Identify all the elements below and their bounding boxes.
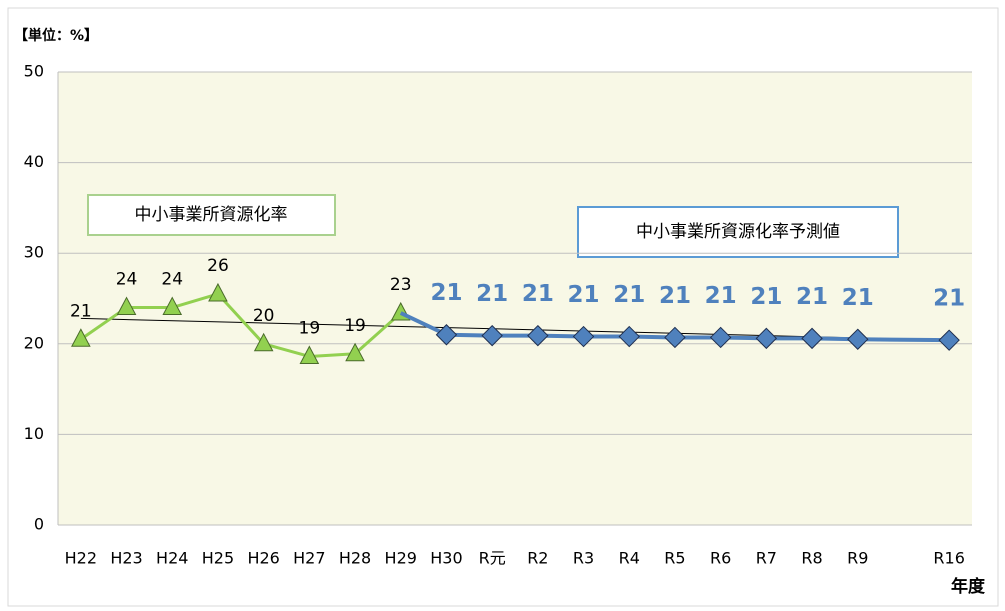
series-line xyxy=(79,292,402,358)
data-label: 21 xyxy=(842,285,874,311)
x-tick-label: R4 xyxy=(619,549,640,568)
marker xyxy=(618,325,640,348)
legend-label: 中小事業所資源化率予測値 xyxy=(636,222,840,242)
legend-box xyxy=(577,206,899,258)
marker xyxy=(664,326,686,349)
marker xyxy=(709,326,732,349)
x-tick-label: H30 xyxy=(430,549,462,568)
x-tick-label: R16 xyxy=(933,549,964,568)
data-label: 21 xyxy=(476,281,508,307)
marker xyxy=(938,329,960,351)
marker xyxy=(253,332,274,352)
plot-area xyxy=(58,72,972,525)
data-label: 21 xyxy=(705,283,737,309)
marker xyxy=(299,345,320,364)
marker xyxy=(801,327,823,350)
marker xyxy=(847,328,869,350)
data-label: 21 xyxy=(430,280,462,306)
marker xyxy=(755,327,778,350)
data-label: 21 xyxy=(750,284,782,310)
y-tick-label: 30 xyxy=(24,243,44,262)
marker xyxy=(481,324,503,347)
x-tick-label: R5 xyxy=(664,549,685,568)
data-label: 26 xyxy=(207,256,229,276)
data-label: 21 xyxy=(659,283,691,309)
y-tick-label: 0 xyxy=(34,515,44,534)
data-label: 21 xyxy=(796,284,828,310)
data-label: 24 xyxy=(161,270,183,290)
data-label: 21 xyxy=(933,286,965,312)
unit-label: 【単位：%】 xyxy=(14,27,98,44)
x-tick-label: H29 xyxy=(385,549,417,568)
data-label: 21 xyxy=(522,281,554,307)
marker xyxy=(527,324,549,347)
data-label: 21 xyxy=(613,282,645,308)
marker xyxy=(162,296,183,316)
x-tick-label: R8 xyxy=(801,549,822,568)
x-tick-label: H27 xyxy=(293,549,325,568)
marker xyxy=(435,324,458,346)
x-tick-label: R9 xyxy=(847,549,868,568)
y-tick-label: 50 xyxy=(24,62,44,81)
data-label: 24 xyxy=(116,270,138,290)
x-tick-label: H26 xyxy=(247,549,279,568)
x-tick-label: H23 xyxy=(110,549,142,568)
y-tick-label: 40 xyxy=(24,152,44,171)
x-tick-label: R3 xyxy=(573,549,594,568)
chart-border xyxy=(7,7,999,607)
marker xyxy=(208,282,228,302)
data-label: 19 xyxy=(299,318,321,338)
x-tick-label: R7 xyxy=(756,549,777,568)
y-tick-label: 20 xyxy=(24,333,44,352)
x-tick-label: R元 xyxy=(479,549,506,568)
data-label: 20 xyxy=(253,306,275,326)
data-label: 21 xyxy=(70,301,92,321)
legend-box xyxy=(87,194,336,236)
marker xyxy=(345,342,365,362)
x-tick-label: H24 xyxy=(156,549,188,568)
x-tick-label: H28 xyxy=(339,549,371,568)
data-label: 23 xyxy=(390,275,412,295)
data-label: 21 xyxy=(568,282,600,308)
x-tick-label: R6 xyxy=(710,549,731,568)
legend-label: 中小事業所資源化率 xyxy=(135,205,288,225)
x-tick-label: H25 xyxy=(202,549,234,568)
data-label: 19 xyxy=(344,316,366,336)
x-tick-label: H22 xyxy=(65,549,97,568)
x-axis-label: 年度 xyxy=(951,576,986,597)
y-tick-label: 10 xyxy=(24,424,44,443)
marker xyxy=(116,296,137,316)
x-tick-label: R2 xyxy=(527,549,548,568)
marker xyxy=(71,328,91,347)
marker xyxy=(572,325,595,348)
